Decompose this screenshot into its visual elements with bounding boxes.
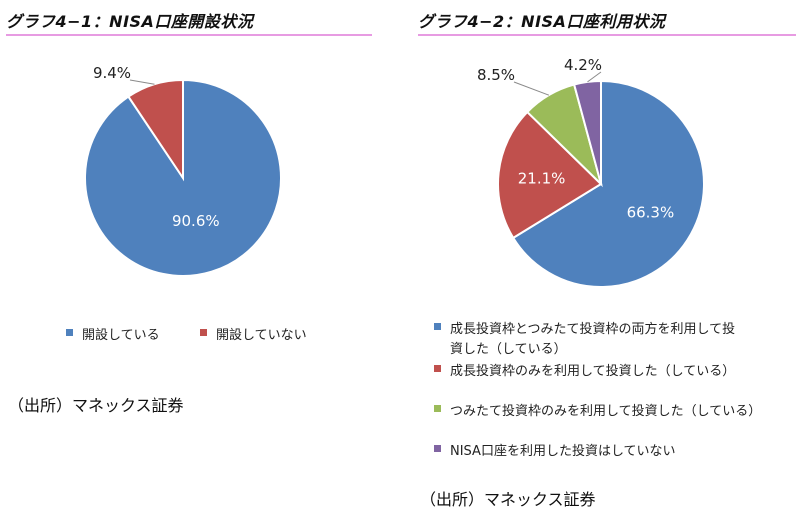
chart-panel-nisa-account-opening: グラフ4−1：NISA口座開設状況 90.6% 9.4% 開設している 開設してい… (0, 0, 395, 516)
legend-swatch (434, 405, 441, 412)
title-underline (418, 34, 796, 36)
legend-swatch (434, 445, 441, 452)
legend-label: 成長投資枠のみを利用して投資した（している） (450, 364, 736, 379)
legend-swatch (434, 365, 441, 372)
legend-item-growth-only: 成長投資枠のみを利用して投資した（している） (434, 360, 735, 379)
data-label: 4.2% (564, 56, 602, 74)
data-label: 9.4% (93, 64, 131, 82)
data-label: 21.1% (518, 169, 566, 187)
chart-title: グラフ4−2：NISA口座利用状況 (418, 12, 666, 31)
legend-label: つみたて投資枠のみを利用して投資した（している） (450, 404, 762, 419)
legend-label: 資した（している） (450, 342, 567, 357)
pie-chart-account-opening: 90.6% 9.4% (84, 64, 282, 277)
slice-both-frames (511, 79, 705, 288)
legend-item-both-frames: 成長投資枠とつみたて投資枠の両方を利用して投 (434, 318, 735, 337)
chart-legend: 成長投資枠とつみたて投資枠の両方を利用して投 資した（している） 成長投資枠のみ… (434, 318, 804, 468)
legend-item-tsumitate-only: つみたて投資枠のみを利用して投資した（している） (434, 400, 761, 419)
data-label: 8.5% (477, 66, 515, 84)
legend-swatch (66, 329, 73, 336)
legend-label: NISA口座を利用した投資はしていない (450, 444, 676, 459)
legend-swatch (200, 329, 207, 336)
pie-chart-account-usage: 66.3% 21.1% 8.5% 4.2% (477, 56, 705, 288)
chart-title: グラフ4−1：NISA口座開設状況 (6, 12, 254, 31)
legend-label: 開設している (82, 328, 160, 343)
leader-line (513, 81, 550, 96)
source-note: （出所）マネックス証券 (420, 490, 596, 509)
legend-item-not-opened: 開設していない (200, 324, 307, 343)
legend-label: 開設していない (216, 328, 307, 343)
legend-item-not-investing: NISA口座を利用した投資はしていない (434, 440, 676, 459)
chart-legend: 開設している 開設していない (66, 324, 396, 346)
legend-label: 成長投資枠とつみたて投資枠の両方を利用して投 (450, 322, 736, 337)
title-underline (6, 34, 372, 36)
source-note: （出所）マネックス証券 (8, 396, 184, 415)
slice-growth-only (497, 110, 603, 240)
legend-swatch (434, 323, 441, 330)
data-label: 66.3% (627, 204, 675, 222)
data-label: 90.6% (172, 212, 220, 230)
legend-spacer (434, 343, 441, 350)
chart-panel-nisa-account-usage: グラフ4−2：NISA口座利用状況 66.3% 21.1% 8.5% 4.2% 成長投… (412, 0, 805, 516)
legend-item-both-frames-continued: 資した（している） (434, 338, 567, 357)
legend-item-opened: 開設している (66, 324, 160, 343)
slice-not-investing (572, 79, 602, 185)
leader-line (587, 71, 602, 83)
leader-line (129, 79, 155, 85)
